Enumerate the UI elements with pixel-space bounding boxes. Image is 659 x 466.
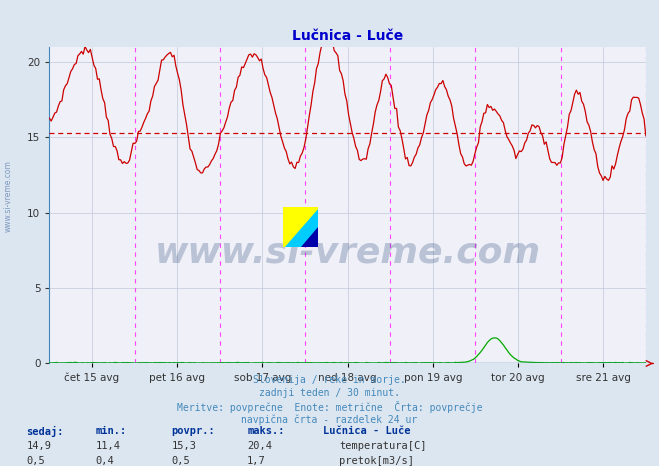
Text: Lučnica - Luče: Lučnica - Luče <box>323 426 411 436</box>
Text: 15,3: 15,3 <box>171 441 196 451</box>
Text: Slovenija / reke in morje.: Slovenija / reke in morje. <box>253 375 406 385</box>
Text: 11,4: 11,4 <box>96 441 121 451</box>
Text: 20,4: 20,4 <box>247 441 272 451</box>
Polygon shape <box>283 207 318 247</box>
Text: 0,5: 0,5 <box>26 456 45 466</box>
Polygon shape <box>283 207 318 247</box>
Text: povpr.:: povpr.: <box>171 426 215 436</box>
Text: sedaj:: sedaj: <box>26 426 64 438</box>
Text: www.si-vreme.com: www.si-vreme.com <box>4 160 13 232</box>
Text: www.si-vreme.com: www.si-vreme.com <box>155 236 540 269</box>
Text: 14,9: 14,9 <box>26 441 51 451</box>
Text: zadnji teden / 30 minut.: zadnji teden / 30 minut. <box>259 388 400 398</box>
Text: 0,5: 0,5 <box>171 456 190 466</box>
Text: 0,4: 0,4 <box>96 456 114 466</box>
Text: Meritve: povprečne  Enote: metrične  Črta: povprečje: Meritve: povprečne Enote: metrične Črta:… <box>177 401 482 413</box>
Text: pretok[m3/s]: pretok[m3/s] <box>339 456 415 466</box>
Polygon shape <box>301 227 318 247</box>
Title: Lučnica - Luče: Lučnica - Luče <box>292 28 403 43</box>
Text: 1,7: 1,7 <box>247 456 266 466</box>
Text: maks.:: maks.: <box>247 426 285 436</box>
Text: min.:: min.: <box>96 426 127 436</box>
Text: navpična črta - razdelek 24 ur: navpična črta - razdelek 24 ur <box>241 414 418 425</box>
Text: temperatura[C]: temperatura[C] <box>339 441 427 451</box>
